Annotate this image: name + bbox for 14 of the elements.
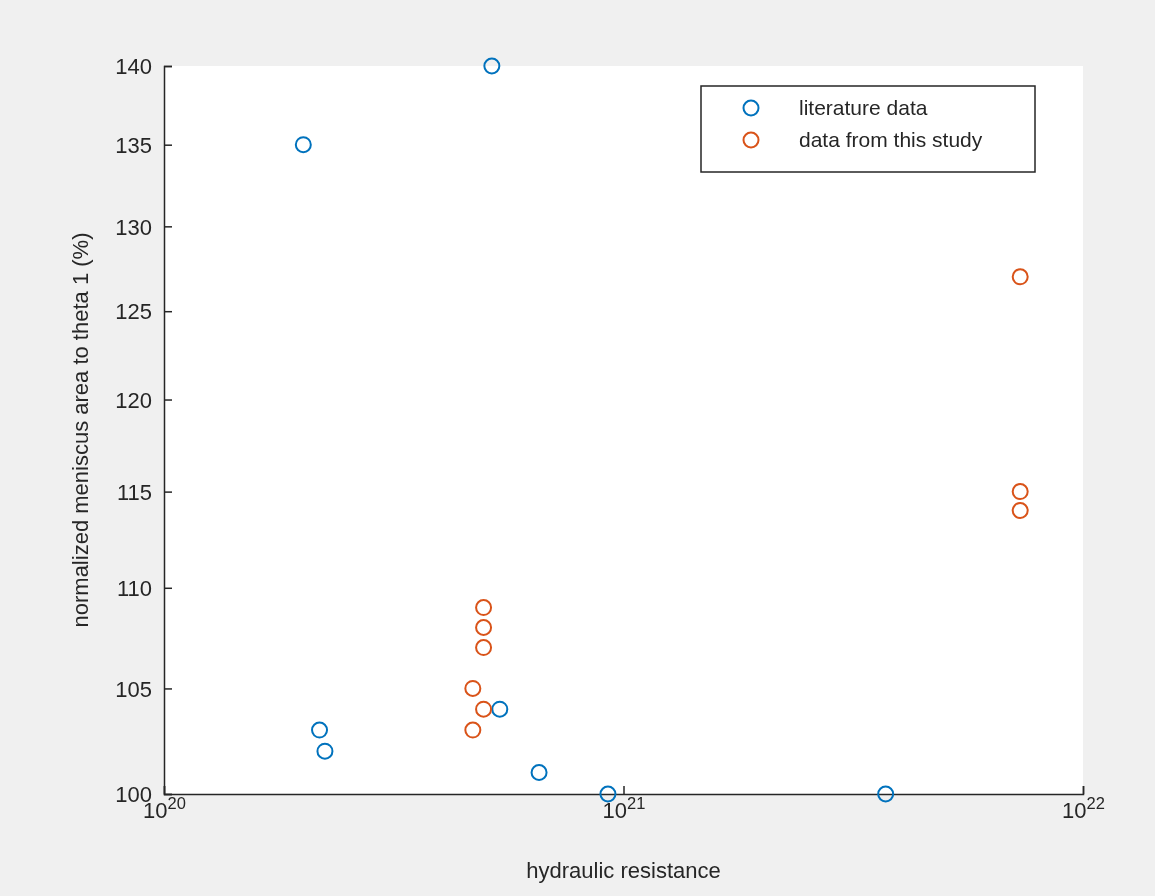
- y-tick-label: 130: [115, 214, 152, 240]
- y-tick-label: 120: [115, 387, 152, 413]
- y-tick-label: 115: [116, 479, 152, 505]
- x-tick-label: 10$^{22}$: [1062, 794, 1105, 823]
- legend-label: literature data: [799, 96, 928, 120]
- y-tick-label: 105: [115, 676, 152, 702]
- y-tick-label: 140: [115, 54, 152, 80]
- y-tick-label: 125: [115, 299, 152, 325]
- x-tick-label: 10$^{21}$: [602, 794, 646, 823]
- y-tick-label: 110: [116, 575, 152, 601]
- y-axis-title: normalized meniscus area to theta 1 (%): [68, 232, 93, 628]
- x-axis-title: hydraulic resistance: [526, 858, 721, 883]
- legend-label: data from this study: [799, 128, 983, 152]
- y-tick-label: 135: [115, 132, 152, 158]
